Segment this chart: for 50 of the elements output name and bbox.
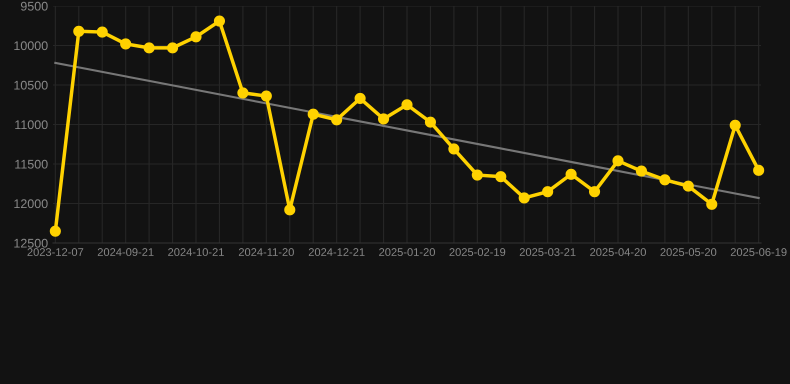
point [753,164,764,176]
x-tick-label: 2025-01-20 [379,248,435,256]
point [706,198,718,210]
point [284,204,296,216]
y-tick-label: 12500 [14,238,48,248]
point [96,26,108,38]
line-series [54,62,760,200]
y-tick-label: 9500 [20,2,48,11]
point [682,180,694,192]
point [472,170,483,181]
y-tick-label: 12000 [14,199,48,208]
x-tick-label: 2024-10-21 [168,248,224,256]
point [167,42,178,54]
x-tick-label: 2024-12-21 [308,248,365,256]
point [237,87,248,98]
x-tick-label: 2025-04-20 [590,248,646,256]
point [378,113,390,125]
point [214,15,226,27]
point [354,92,366,104]
point [730,120,741,131]
x-tick-label: 2025-06-19 [730,248,787,256]
y-tick-label: 10000 [14,41,48,50]
point [50,226,61,237]
x-tick-label: 2025-05-20 [660,248,716,256]
point [588,186,600,198]
x-tick-label: 2023-12-07 [27,248,84,256]
y-tick-label: 11500 [15,160,48,169]
x-tick-label: 2025-02-19 [449,248,506,256]
x-tick-label: 2024-09-21 [98,248,154,256]
point [542,186,554,198]
point [120,38,132,50]
point [190,31,202,42]
point [260,90,272,102]
y-tick-label: 10500 [14,80,48,90]
point [566,168,577,180]
point [331,114,342,126]
point [144,42,155,54]
point [659,174,670,186]
x-tick-label: 2025-03-21 [520,248,576,256]
point [73,26,84,37]
point [424,116,436,128]
x-tick-label: 2024-11-20 [238,248,294,256]
point [308,108,319,120]
point [518,192,530,204]
point [612,155,624,166]
y-tick-label: 11000 [15,120,48,130]
point [495,171,506,182]
point [636,166,647,177]
point [448,143,460,155]
point [401,99,413,110]
